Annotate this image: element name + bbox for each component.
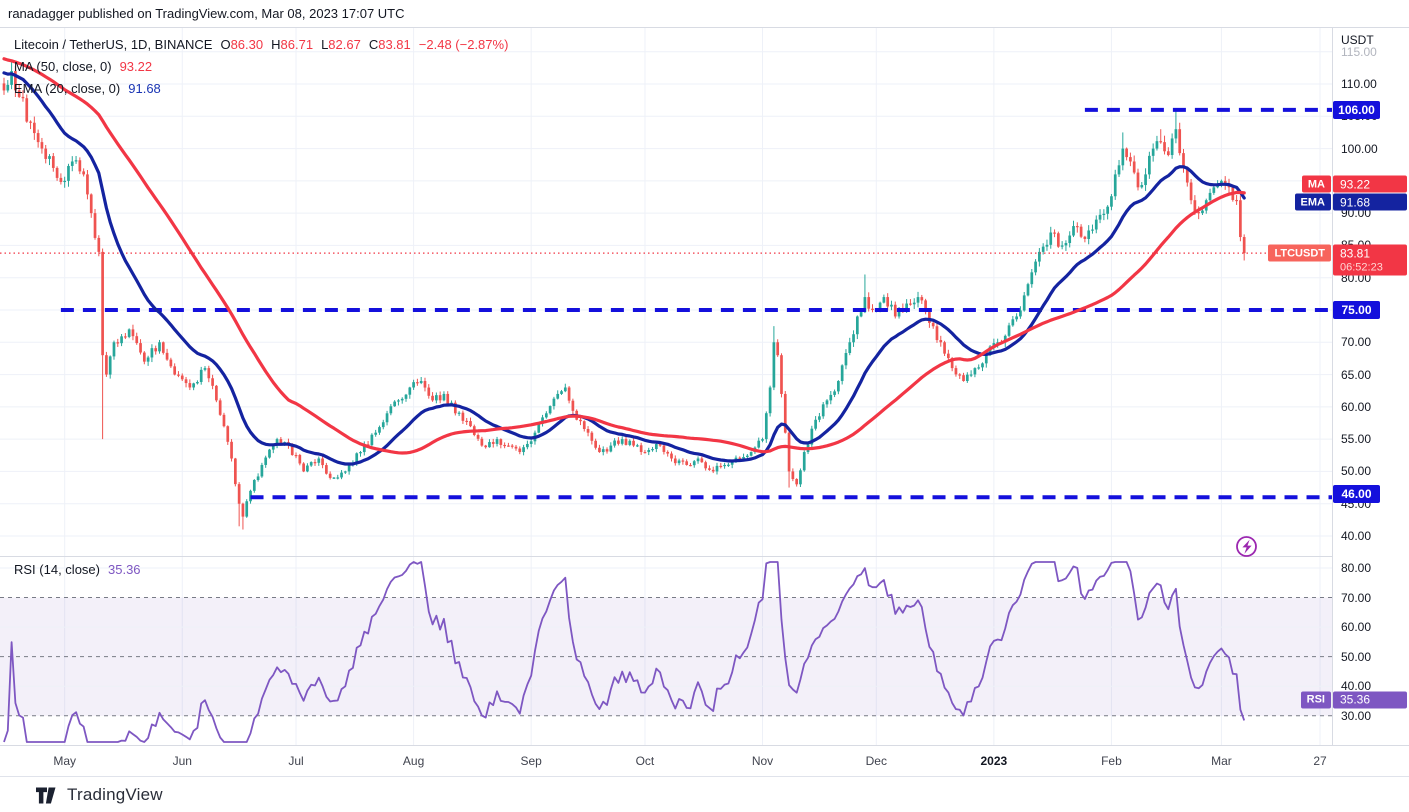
time-axis-label: Sep — [520, 754, 542, 768]
ema-axis-value-badge: 91.68 — [1333, 193, 1407, 211]
rsi-axis-tick: 60.00 — [1341, 620, 1372, 635]
ohlc-close: C 83.81 — [368, 36, 411, 52]
price-axis-currency: USDT — [1341, 33, 1374, 47]
ohlc-low: L 82.67 — [321, 36, 361, 52]
ma-axis-value-badge: 93.22 — [1333, 175, 1407, 193]
time-axis-label: Mar — [1211, 754, 1232, 768]
ma-indicator-title: MA (50, close, 0) — [14, 58, 112, 74]
time-axis-label: Feb — [1101, 754, 1122, 768]
attribution-text: ranadagger published on TradingView.com,… — [8, 6, 405, 21]
time-axis-label: 2023 — [980, 754, 1008, 768]
rsi-value: 35.36 — [108, 562, 141, 577]
rsi-indicator-title: RSI (14, close) — [14, 562, 100, 577]
time-axis-label: Jul — [288, 754, 304, 768]
time-axis-label: Aug — [402, 754, 425, 768]
tradingview-logo-text: TradingView — [67, 785, 163, 804]
time-axis-label: Dec — [865, 754, 887, 768]
rsi-axis-tick: 50.00 — [1341, 649, 1372, 664]
rsi-axis-tick: 40.00 — [1341, 679, 1372, 694]
tradingview-logo-icon — [36, 787, 56, 803]
last-price-axis-badge: 83.81 06:52:23 — [1333, 244, 1407, 276]
symbol-title: Litecoin / TetherUS, 1D, BINANCE — [14, 36, 213, 52]
ema-indicator-title: EMA (20, close, 0) — [14, 80, 121, 96]
ma-value: 93.22 — [119, 58, 153, 74]
time-axis-label: Jun — [172, 754, 192, 768]
rsi-line[interactable] — [3, 561, 1246, 743]
ema-axis-name-badge: EMA — [1294, 193, 1331, 211]
price-axis-tick: 115.00 — [1341, 44, 1377, 59]
price-scale-axis[interactable] — [1333, 28, 1409, 745]
rsi-axis-value-badge: 35.36 — [1333, 691, 1407, 709]
change-value: −2.48 (−2.87%) — [418, 36, 509, 52]
time-axis-label: May — [53, 754, 77, 768]
chart-legend: Litecoin / TetherUS, 1D, BINANCE O 86.30 … — [14, 33, 508, 99]
candles — [2, 61, 1246, 530]
rsi-axis-tick: 30.00 — [1341, 708, 1372, 723]
price-axis-tick: 55.00 — [1341, 432, 1372, 447]
rsi-legend-row[interactable]: RSI (14, close) 35.36 — [14, 562, 141, 577]
bar-countdown: 06:52:23 — [1340, 261, 1383, 274]
time-axis-label: Oct — [635, 754, 655, 768]
rsi-axis-tick: 80.00 — [1341, 561, 1372, 575]
price-axis-tick: 60.00 — [1341, 399, 1372, 414]
ema-line[interactable] — [2, 71, 1246, 466]
ema-legend-row[interactable]: EMA (20, close, 0) 91.68 — [14, 77, 508, 99]
price-axis-tick: 50.00 — [1341, 464, 1372, 479]
level-label-75[interactable]: 75.00 — [1333, 300, 1380, 319]
time-axis-label: Nov — [751, 754, 774, 768]
ma-line[interactable] — [2, 57, 1246, 455]
price-axis-tick: 40.00 — [1341, 528, 1372, 543]
level-label-46[interactable]: 46.00 — [1333, 485, 1380, 504]
tradingview-logo[interactable]: TradingView — [36, 785, 163, 805]
ma-axis-name-badge: MA — [1301, 175, 1331, 193]
time-axis-label: 27 — [1313, 754, 1327, 768]
symbol-axis-name-badge: LTCUSDT — [1268, 244, 1331, 262]
price-axis-tick: 70.00 — [1341, 335, 1372, 350]
lightning-bolt-icon — [1242, 539, 1252, 554]
footer-bar: TradingView — [0, 776, 1409, 812]
last-price-value: 83.81 — [1340, 246, 1371, 261]
price-axis-tick: 65.00 — [1341, 367, 1372, 382]
ema-value: 91.68 — [128, 80, 161, 96]
rsi-axis-name-badge: RSI — [1300, 691, 1331, 709]
price-axis-tick: 110.00 — [1341, 77, 1377, 91]
rsi-axis-tick: 70.00 — [1341, 590, 1372, 605]
ma-legend-row[interactable]: MA (50, close, 0) 93.22 — [14, 55, 508, 77]
ohlc-open: O 86.30 — [220, 36, 264, 52]
ohlc-high: H 86.71 — [271, 36, 314, 52]
level-label-106[interactable]: 106.00 — [1333, 100, 1380, 119]
price-axis-tick: 100.00 — [1341, 141, 1378, 156]
symbol-legend-row[interactable]: Litecoin / TetherUS, 1D, BINANCE O 86.30 … — [14, 33, 508, 55]
